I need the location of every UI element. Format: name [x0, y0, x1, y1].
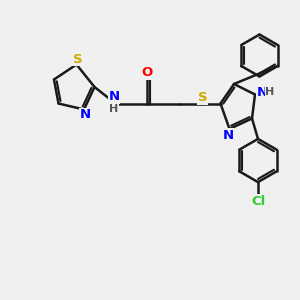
Text: S: S	[198, 91, 207, 104]
Text: N: N	[257, 85, 268, 99]
Text: N: N	[108, 90, 120, 104]
Text: H: H	[266, 87, 274, 97]
Text: Cl: Cl	[251, 195, 265, 208]
Text: N: N	[222, 129, 234, 142]
Text: O: O	[141, 66, 153, 80]
Text: H: H	[110, 104, 118, 114]
Text: N: N	[79, 108, 91, 122]
Text: S: S	[73, 52, 82, 66]
